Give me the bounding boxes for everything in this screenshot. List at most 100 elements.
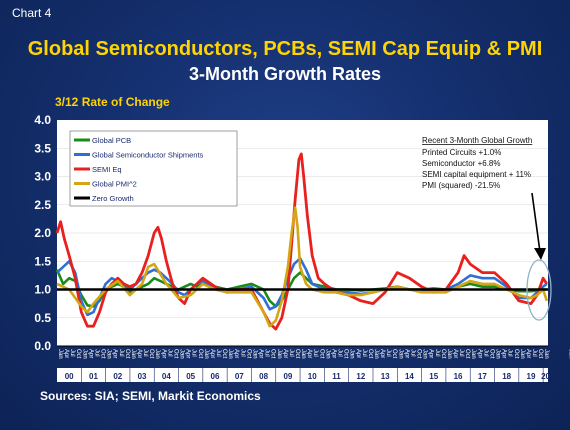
x-month-tick-label: Jan [495, 349, 501, 359]
x-month-tick-label: Jan [227, 349, 233, 359]
x-month-tick-label: Jul [191, 349, 197, 357]
x-month-tick-label: Oct [318, 349, 324, 359]
x-year-label: 15 [429, 372, 438, 381]
y-tick-label: 0.5 [34, 311, 51, 325]
x-year-label: 07 [235, 372, 244, 381]
x-month-tick-label: Oct [124, 349, 130, 359]
x-month-tick-label: Oct [75, 349, 81, 359]
x-year-label: 09 [283, 372, 292, 381]
chart-title: Global Semiconductors, PCBs, SEMI Cap Eq… [27, 38, 543, 60]
x-month-tick-label: Jan [130, 349, 136, 359]
legend-label: Global PCB [92, 136, 131, 145]
x-year-label: 19 [527, 372, 536, 381]
x-month-tick-label: Jul [312, 349, 318, 357]
x-month-tick-label: Jul [434, 349, 440, 357]
x-month-tick-label: Oct [416, 349, 422, 359]
x-year-label: 13 [381, 372, 390, 381]
x-month-tick-label: Jan [252, 349, 258, 359]
x-month-tick-label: Jul [458, 349, 464, 357]
y-tick-label: 1.5 [34, 254, 51, 268]
highlight-ellipse [526, 259, 552, 321]
x-month-tick-label: Jul [410, 349, 416, 357]
y-tick-label: 4.0 [34, 113, 51, 127]
annotation-box: Recent 3-Month Global Growth Printed Cir… [422, 136, 532, 190]
x-month-tick-label: Jul [361, 349, 367, 357]
x-month-tick-label: Jan [324, 349, 330, 359]
x-year-label: 02 [113, 372, 122, 381]
x-year-label: 20 [541, 372, 550, 381]
x-month-tick-label: Apr [282, 349, 288, 358]
x-month-tick-label: Oct [488, 349, 494, 359]
x-month-tick-label: Jan [373, 349, 379, 359]
x-year-label: 00 [65, 372, 74, 381]
x-month-tick-label: Jul [118, 349, 124, 357]
x-year-label: 14 [405, 372, 414, 381]
x-year-label: 05 [186, 372, 195, 381]
x-month-tick-label: Apr [185, 349, 191, 358]
legend-label: Global PMI^2 [92, 179, 137, 188]
x-month-tick-label: Jul [288, 349, 294, 357]
x-month-tick-label: Apr [355, 349, 361, 358]
x-month-tick-label: Apr [112, 349, 118, 358]
x-month-tick-label: Jan [422, 349, 428, 359]
x-month-tick-label: Apr [306, 349, 312, 358]
x-month-tick-label: Oct [148, 349, 154, 359]
x-month-tick-label: Oct [391, 349, 397, 359]
x-year-label: 04 [162, 372, 171, 381]
x-month-tick-label: Jan [543, 349, 549, 359]
legend-label: SEMI Eq [92, 165, 122, 174]
x-month-tick-label: Oct [245, 349, 251, 359]
x-month-tick-label: Jan [519, 349, 525, 359]
x-year-label: 16 [454, 372, 463, 381]
x-month-tick-label: Oct [343, 349, 349, 359]
x-month-tick-label: Jul [69, 349, 75, 357]
x-year-label: 10 [308, 372, 317, 381]
x-month-tick-label: Jan [470, 349, 476, 359]
annotation-line: Semiconductor +6.8% [422, 159, 501, 168]
x-month-tick-label: Oct [440, 349, 446, 359]
annotation-heading: Recent 3-Month Global Growth [422, 136, 532, 145]
x-month-tick-label: Jan [57, 349, 63, 359]
x-month-tick-label: Jan [81, 349, 87, 359]
x-month-tick-label: Jul [482, 349, 488, 357]
x-month-tick-label: Jan [203, 349, 209, 359]
series-line-3 [55, 152, 548, 331]
x-month-tick-label: Jul [531, 349, 537, 357]
x-month-tick-label: Jan [106, 349, 112, 359]
arrow-head-icon [534, 248, 546, 260]
x-month-tick-label: Apr [136, 349, 142, 358]
x-month-tick-label: Apr [525, 349, 531, 358]
x-month-tick-label: Apr [428, 349, 434, 358]
x-month-tick-label: Jan [567, 349, 570, 359]
x-month-tick-label: Oct [537, 349, 543, 359]
x-month-tick-label: Apr [331, 349, 337, 358]
x-month-tick-label: Apr [476, 349, 482, 358]
chart-legend: Global PCB Global Semiconductor Shipments… [69, 130, 238, 207]
x-year-label: 17 [478, 372, 487, 381]
y-tick-label: 2.0 [34, 226, 51, 240]
x-month-tick-label: Oct [100, 349, 106, 359]
x-month-tick-label: Oct [513, 349, 519, 359]
x-month-tick-label: Oct [294, 349, 300, 359]
y-tick-label: 3.5 [34, 141, 51, 155]
x-month-tick-label: Apr [403, 349, 409, 358]
y-tick-label: 2.5 [34, 198, 51, 212]
x-year-label: 18 [502, 372, 511, 381]
x-month-tick-label: Jan [179, 349, 185, 359]
x-month-tick-label: Jul [142, 349, 148, 357]
rate-label: 3/12 Rate of Change [55, 95, 170, 109]
x-month-tick-label: Jan [446, 349, 452, 359]
x-year-label: 06 [211, 372, 220, 381]
x-year-label: 08 [259, 372, 268, 381]
x-month-tick-label: Oct [464, 349, 470, 359]
x-month-tick-label: Jul [507, 349, 513, 357]
x-month-tick-label: Jul [166, 349, 172, 357]
legend-label: Zero Growth [92, 194, 134, 203]
chart-label: Chart 4 [12, 6, 52, 20]
x-year-label: 11 [332, 372, 341, 381]
source-note: Sources: SIA; SEMI, Markit Economics [40, 389, 261, 403]
year-band [57, 368, 548, 382]
x-month-tick-label: Jul [264, 349, 270, 357]
y-tick-label: 3.0 [34, 170, 51, 184]
x-month-tick-label: Jul [385, 349, 391, 357]
